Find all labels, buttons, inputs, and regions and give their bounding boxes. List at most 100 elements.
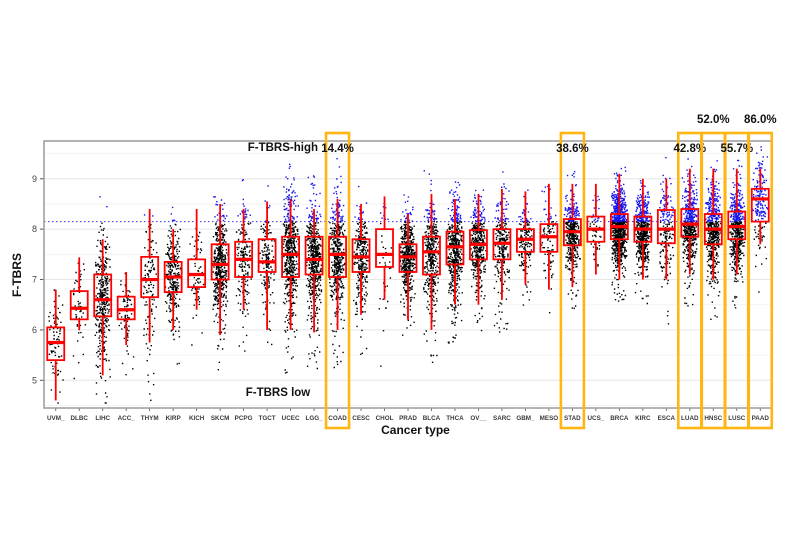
jitter-points-high-UCEC	[283, 163, 299, 222]
x-tick-label-UCEC: UCEC	[282, 415, 300, 422]
category-KICH	[187, 209, 207, 346]
pct-label-STAD: 38.6%	[556, 143, 589, 155]
jitter-points-low-LIHC	[94, 222, 111, 404]
iqr-box	[328, 235, 347, 278]
x-tick-label-COAD: COAD	[328, 415, 347, 422]
category-UCEC	[281, 163, 300, 374]
x-tick-label-MESO: MESO	[540, 415, 559, 422]
jitter-points-high-STAD	[563, 171, 580, 223]
iqr-box	[140, 255, 160, 299]
category-STAD	[562, 171, 582, 309]
iqr-box	[304, 235, 324, 276]
x-tick-label-GBM_: GBM_	[516, 415, 535, 422]
jitter-points-low-TGCT	[259, 221, 276, 346]
pct-label-HNSC: 52.0%	[697, 114, 730, 126]
y-tick-label: 8	[32, 224, 37, 234]
category-GBM_	[516, 189, 535, 306]
highlight-box-STAD	[559, 131, 586, 430]
jitter-points-low-UCEC	[282, 221, 300, 374]
category-LUSC	[727, 159, 747, 309]
x-tick-label-LUAD: LUAD	[681, 415, 699, 422]
iqr-box	[281, 235, 300, 278]
ftbrs-high-region-label: F-TBRS-high	[247, 142, 318, 154]
category-THYM	[140, 209, 160, 401]
jitter-points-high-SKCM	[213, 196, 228, 222]
x-tick-label-KICH: KICH	[189, 415, 205, 422]
x-tick-label-TGCT: TGCT	[259, 415, 276, 422]
ftbrs-low-region-label: F-TBRS low	[245, 387, 311, 399]
x-tick-label-ESCA: ESCA	[658, 415, 676, 422]
iqr-box	[422, 235, 441, 276]
x-tick-label-CHOL: CHOL	[376, 415, 394, 422]
iqr-box	[93, 273, 113, 318]
x-tick-label-LGG_: LGG_	[305, 415, 323, 422]
x-tick-label-CESC: CESC	[352, 415, 370, 422]
jitter-points-low-OV__	[470, 222, 487, 332]
highlight-box-PAAD	[747, 131, 774, 430]
pct-label-LUSC: 55.7%	[720, 143, 753, 155]
x-tick-label-OV__: OV__	[470, 415, 487, 422]
category-COAD	[328, 158, 347, 369]
jitter-points-high-OV__	[470, 189, 486, 223]
y-tick-label: 9	[32, 174, 37, 184]
jitter-points-low-THYM	[142, 223, 158, 401]
x-tick-label-UCS_: UCS_	[587, 415, 604, 422]
iqr-box	[257, 238, 277, 273]
category-ACC_	[116, 271, 136, 376]
iqr-box	[750, 187, 770, 223]
category-LGG_	[304, 175, 324, 370]
x-tick-label-STAD: STAD	[564, 415, 581, 422]
category-UCS_	[586, 183, 606, 275]
category-PCPG	[234, 179, 254, 352]
jitter-points-high-THYM	[143, 214, 154, 217]
category-SARC	[492, 171, 512, 333]
category-HNSC	[703, 160, 723, 320]
category-CHOL	[375, 196, 394, 367]
category-TGCT	[257, 185, 277, 346]
category-KIRC	[633, 178, 653, 305]
x-tick-label-KIRC: KIRC	[635, 415, 651, 422]
jitter-points-high-BLCA	[423, 170, 438, 222]
category-UVM_	[46, 289, 66, 404]
category-DLBC	[69, 257, 89, 380]
jitter-points-low-SARC	[493, 221, 510, 333]
category-BLCA	[422, 170, 441, 363]
jitter-points-high-LIHC	[99, 196, 108, 208]
category-THCA	[445, 181, 465, 344]
category-BRCA	[609, 166, 629, 302]
iqr-box	[69, 290, 89, 321]
pct-label-COAD: 14.4%	[321, 143, 354, 155]
y-axis-title: F-TBRS	[10, 253, 24, 297]
jitter-points-high-PCPG	[237, 179, 251, 220]
category-LIHC	[93, 196, 113, 404]
x-tick-label-ACC_: ACC_	[118, 415, 136, 422]
x-tick-label-KIRP: KIRP	[166, 415, 181, 422]
jitter-points-high-ESCA	[659, 157, 674, 222]
category-PRAD	[398, 194, 418, 336]
category-MESO	[539, 183, 559, 314]
x-tick-label-BLCA: BLCA	[423, 415, 441, 422]
x-axis-title: Cancer type	[381, 423, 450, 437]
jitter-points-low-STAD	[565, 220, 581, 309]
category-ESCA	[656, 157, 676, 325]
highlight-box-COAD	[324, 131, 351, 430]
x-tick-label-SARC: SARC	[493, 415, 511, 422]
iqr-box	[210, 243, 230, 281]
x-tick-label-UVM_: UVM_	[47, 415, 65, 422]
x-tick-label-PCPG: PCPG	[235, 415, 253, 422]
y-tick-label: 7	[32, 275, 37, 285]
jitter-points-high-LUSC	[729, 159, 746, 223]
jitter-points-low-LUSC	[729, 221, 746, 309]
category-CESC	[351, 185, 371, 355]
x-tick-label-BRCA: BRCA	[610, 415, 629, 422]
category-OV__	[469, 189, 488, 332]
x-tick-label-LIHC: LIHC	[95, 415, 110, 422]
x-tick-label-SKCM: SKCM	[211, 415, 230, 422]
jitter-points-high-LUAD	[681, 158, 698, 223]
category-SKCM	[210, 196, 230, 371]
x-tick-label-THYM: THYM	[141, 415, 159, 422]
jitter-points-high-KIRP	[170, 206, 176, 222]
iqr-box	[656, 209, 676, 245]
